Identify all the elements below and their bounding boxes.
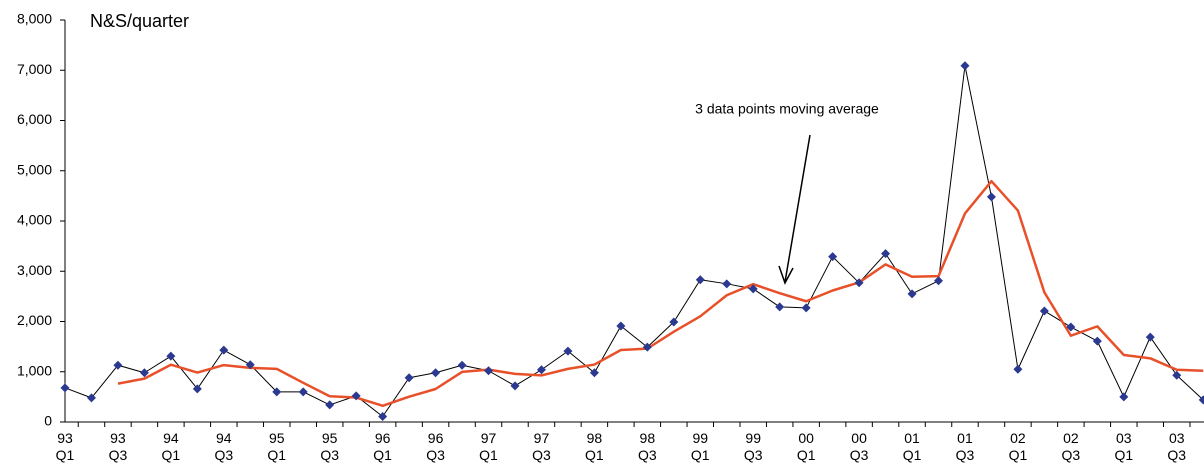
arrow-shaft <box>784 134 811 283</box>
y-tick-label: 8,000 <box>17 11 52 27</box>
chart-title: N&S/quarter <box>90 11 189 31</box>
data-point <box>934 276 944 286</box>
x-tick-label: 95 Q3 <box>320 430 340 463</box>
data-point <box>378 411 388 421</box>
x-tick-label: 98 Q1 <box>585 430 604 463</box>
x-tick-label: 99 Q1 <box>690 430 710 463</box>
data-point <box>775 302 785 312</box>
x-tick-label: 95 Q1 <box>267 430 287 463</box>
data-point <box>245 360 255 370</box>
data-point <box>828 252 838 262</box>
arrow-head <box>778 265 794 285</box>
y-tick-label: 0 <box>44 413 52 429</box>
data-point <box>431 368 441 378</box>
data-point <box>166 351 176 361</box>
data-point <box>748 284 758 294</box>
x-tick-label: 96 Q1 <box>373 430 392 463</box>
x-tick-label: 93 Q3 <box>108 430 128 463</box>
data-point <box>272 387 282 397</box>
data-point <box>642 342 652 352</box>
data-point <box>1145 332 1155 342</box>
data-point <box>1119 392 1129 402</box>
data-point <box>881 249 891 259</box>
data-point <box>325 400 335 410</box>
data-point <box>1172 370 1182 380</box>
data-point <box>1039 306 1049 316</box>
x-tick-label: 02 Q3 <box>1061 430 1081 463</box>
y-tick-label: 3,000 <box>17 262 52 278</box>
data-point <box>536 365 546 375</box>
data-point <box>351 391 361 401</box>
data-point <box>86 393 96 403</box>
data-point <box>695 275 705 285</box>
x-tick-label: 98 Q3 <box>637 430 657 463</box>
x-tick-label: 03 Q3 <box>1167 430 1187 463</box>
data-point <box>457 360 467 370</box>
x-tick-label: 01 Q3 <box>955 430 975 463</box>
series-line <box>117 179 1204 408</box>
data-point <box>60 383 70 393</box>
data-point <box>484 366 494 376</box>
x-tick-label: 03 Q1 <box>1114 430 1134 463</box>
data-point <box>960 61 970 71</box>
annotation-arrow <box>778 134 811 285</box>
data-point <box>854 278 864 288</box>
x-tick-label: 00 Q1 <box>796 430 816 463</box>
data-point <box>510 381 520 391</box>
annotation: 3 data points moving average <box>695 101 879 117</box>
data-point <box>563 346 573 356</box>
data-point <box>801 303 811 313</box>
data-point <box>616 321 626 331</box>
y-tick-label: 6,000 <box>17 111 52 127</box>
x-tick-label: 01 Q1 <box>902 430 922 463</box>
y-tick-label: 7,000 <box>17 61 52 77</box>
x-tick-label: 97 Q1 <box>479 430 498 463</box>
data-point <box>907 289 917 299</box>
data-point <box>1013 364 1023 374</box>
x-tick-label: 94 Q3 <box>214 430 234 463</box>
data-point <box>589 368 599 378</box>
data-point <box>1092 336 1102 346</box>
y-tick-label: 4,000 <box>17 212 52 228</box>
data-point <box>192 384 202 394</box>
x-tick-label: 94 Q1 <box>161 430 181 463</box>
x-tick-label: 02 Q1 <box>1008 430 1028 463</box>
x-tick-label: 99 Q3 <box>743 430 763 463</box>
data-point <box>722 279 732 289</box>
y-tick-label: 1,000 <box>17 362 52 378</box>
x-tick-label: 97 Q3 <box>532 430 551 463</box>
data-point <box>1198 395 1204 405</box>
data-point <box>669 317 679 327</box>
y-tick-label: 5,000 <box>17 161 52 177</box>
data-point <box>404 373 414 383</box>
data-point <box>986 192 996 202</box>
data-point <box>219 345 229 355</box>
data-point <box>113 360 123 370</box>
data-point <box>139 368 149 378</box>
series-line <box>64 65 1204 417</box>
x-tick-label: 96 Q3 <box>426 430 445 463</box>
data-point <box>1066 322 1076 332</box>
x-tick-label: 93 Q1 <box>55 430 75 463</box>
data-point <box>298 387 308 397</box>
x-tick-label: 00 Q3 <box>849 430 869 463</box>
y-tick-label: 2,000 <box>17 312 52 328</box>
